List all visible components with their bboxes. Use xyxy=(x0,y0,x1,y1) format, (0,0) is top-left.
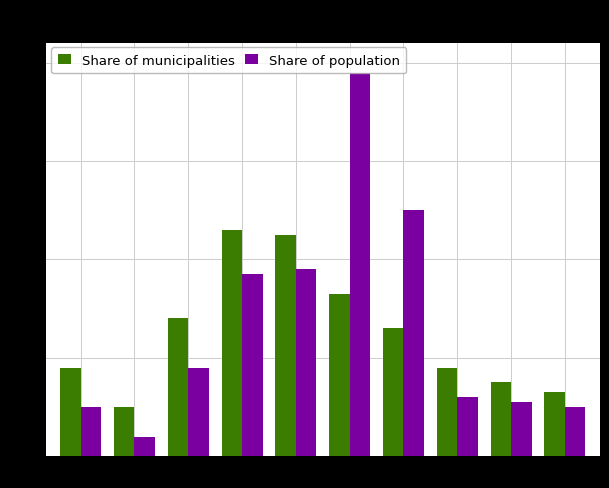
Bar xyxy=(350,73,370,456)
Bar xyxy=(80,407,101,456)
Bar xyxy=(222,230,242,456)
Bar xyxy=(565,407,585,456)
Legend: Share of municipalities, Share of population: Share of municipalities, Share of popula… xyxy=(51,48,406,74)
Bar xyxy=(135,437,155,456)
Bar xyxy=(60,368,80,456)
Bar xyxy=(296,270,316,456)
Bar xyxy=(383,328,404,456)
Bar xyxy=(544,392,565,456)
Bar xyxy=(275,235,296,456)
Bar xyxy=(491,383,511,456)
Bar xyxy=(114,407,135,456)
Bar xyxy=(329,294,350,456)
Bar xyxy=(242,275,262,456)
Bar xyxy=(168,319,188,456)
Bar xyxy=(457,397,477,456)
Bar xyxy=(437,368,457,456)
Bar xyxy=(404,211,424,456)
Bar xyxy=(188,368,209,456)
Bar xyxy=(511,402,532,456)
